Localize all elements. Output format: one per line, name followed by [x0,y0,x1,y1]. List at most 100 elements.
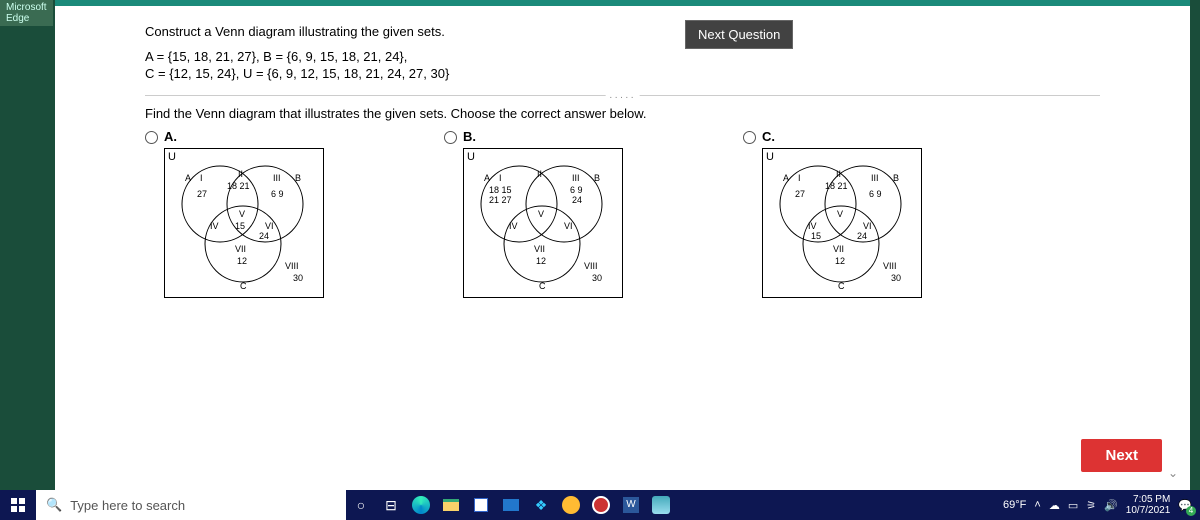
svg-text:6 9: 6 9 [869,189,882,199]
svg-text:18 21: 18 21 [825,181,848,191]
svg-text:18 15: 18 15 [489,185,512,195]
start-button[interactable] [0,490,36,520]
svg-text:30: 30 [293,273,303,283]
svg-text:I: I [200,173,203,183]
svg-text:A: A [484,173,490,183]
svg-text:VII: VII [534,244,545,254]
app-icon-2[interactable] [586,490,616,520]
wifi-icon[interactable]: ⚞ [1086,499,1096,512]
svg-text:VI: VI [265,221,274,231]
option-a-label: A. [164,129,324,144]
svg-text:B: B [893,173,899,183]
svg-text:IV: IV [808,221,817,231]
word-icon[interactable]: W [616,490,646,520]
svg-text:C: C [240,281,247,291]
svg-text:A: A [783,173,789,183]
svg-text:B: B [594,173,600,183]
search-icon: 🔍 [46,497,62,513]
svg-text:IV: IV [509,221,518,231]
tray-chevron-icon[interactable]: ˄ [1034,499,1040,511]
svg-text:24: 24 [259,231,269,241]
next-button[interactable]: Next [1081,439,1162,472]
svg-text:12: 12 [237,256,247,266]
weather-app-icon[interactable] [646,490,676,520]
svg-text:12: 12 [536,256,546,266]
scroll-down-icon[interactable]: ⌄ [1168,466,1178,480]
svg-text:III: III [871,173,879,183]
svg-text:VIII: VIII [883,261,897,271]
svg-text:II: II [836,169,841,179]
venn-b: U A B C I II III IV V VI VII [463,148,623,298]
divider: ····· [145,95,1100,96]
svg-text:VIII: VIII [584,261,598,271]
temperature: 69°F [1003,499,1026,511]
svg-text:V: V [239,209,245,219]
search-placeholder: Type here to search [70,498,185,513]
option-c[interactable]: C. U A B C I II III IV V [743,129,922,298]
svg-text:VIII: VIII [285,261,299,271]
svg-text:C: C [539,281,546,291]
explorer-icon[interactable] [436,490,466,520]
notif-count: 4 [1186,506,1196,516]
radio-a[interactable] [145,131,158,144]
svg-text:12: 12 [835,256,845,266]
svg-text:II: II [537,169,542,179]
search-box[interactable]: 🔍 Type here to search [36,490,346,520]
dropbox-icon[interactable]: ❖ [526,490,556,520]
svg-text:27: 27 [795,189,805,199]
clock-time: 7:05 PM [1126,494,1171,505]
svg-text:I: I [499,173,502,183]
option-b[interactable]: B. U A B C I II III IV V [444,129,623,298]
task-view-icon[interactable]: ⊟ [376,490,406,520]
svg-text:21 27: 21 27 [489,195,512,205]
notifications-icon[interactable]: 💬4 [1178,499,1192,512]
store-icon[interactable] [466,490,496,520]
next-question-button[interactable]: Next Question [685,20,793,49]
svg-text:V: V [837,209,843,219]
option-c-label: C. [762,129,922,144]
svg-text:VII: VII [235,244,246,254]
svg-text:30: 30 [592,273,602,283]
option-b-label: B. [463,129,623,144]
svg-text:IV: IV [210,221,219,231]
svg-text:15: 15 [235,221,245,231]
svg-text:C: C [838,281,845,291]
svg-text:24: 24 [572,195,582,205]
option-a[interactable]: A. U A B C I II III IV V [145,129,324,298]
content-panel: Next Question Construct a Venn diagram i… [55,0,1190,490]
clock-date: 10/7/2021 [1126,505,1171,516]
volume-icon[interactable]: 🔊 [1104,499,1118,512]
cortana-icon[interactable]: ○ [346,490,376,520]
question-text: Construct a Venn diagram illustrating th… [145,24,1100,39]
svg-text:III: III [572,173,580,183]
radio-c[interactable] [743,131,756,144]
edge-tab: MicrosoftEdge [0,0,53,26]
svg-text:V: V [538,209,544,219]
app-icon-1[interactable] [556,490,586,520]
svg-text:I: I [798,173,801,183]
set-definition-2: C = {12, 15, 24}, U = {6, 9, 12, 15, 18,… [145,66,1100,81]
svg-text:VII: VII [833,244,844,254]
options-row: A. U A B C I II III IV V [145,129,1100,298]
choose-prompt: Find the Venn diagram that illustrates t… [145,106,1100,121]
svg-text:A: A [185,173,191,183]
svg-text:30: 30 [891,273,901,283]
svg-text:B: B [295,173,301,183]
mail-icon[interactable] [496,490,526,520]
onedrive-icon[interactable]: ☁ [1049,499,1060,512]
svg-text:III: III [273,173,281,183]
svg-text:18 21: 18 21 [227,181,250,191]
svg-text:6 9: 6 9 [570,185,583,195]
battery-icon[interactable]: ▭ [1068,499,1078,512]
venn-a: U A B C I II III IV V VI VII [164,148,324,298]
svg-text:24: 24 [857,231,867,241]
svg-text:6 9: 6 9 [271,189,284,199]
radio-b[interactable] [444,131,457,144]
edge-icon[interactable] [406,490,436,520]
svg-text:15: 15 [811,231,821,241]
svg-text:II: II [238,169,243,179]
venn-c: U A B C I II III IV V VI VII [762,148,922,298]
clock[interactable]: 7:05 PM 10/7/2021 [1126,494,1171,516]
set-definition-1: A = {15, 18, 21, 27}, B = {6, 9, 15, 18,… [145,49,1100,64]
taskbar: 🔍 Type here to search ○ ⊟ ❖ W 69°F ˄ ☁ ▭… [0,490,1200,520]
